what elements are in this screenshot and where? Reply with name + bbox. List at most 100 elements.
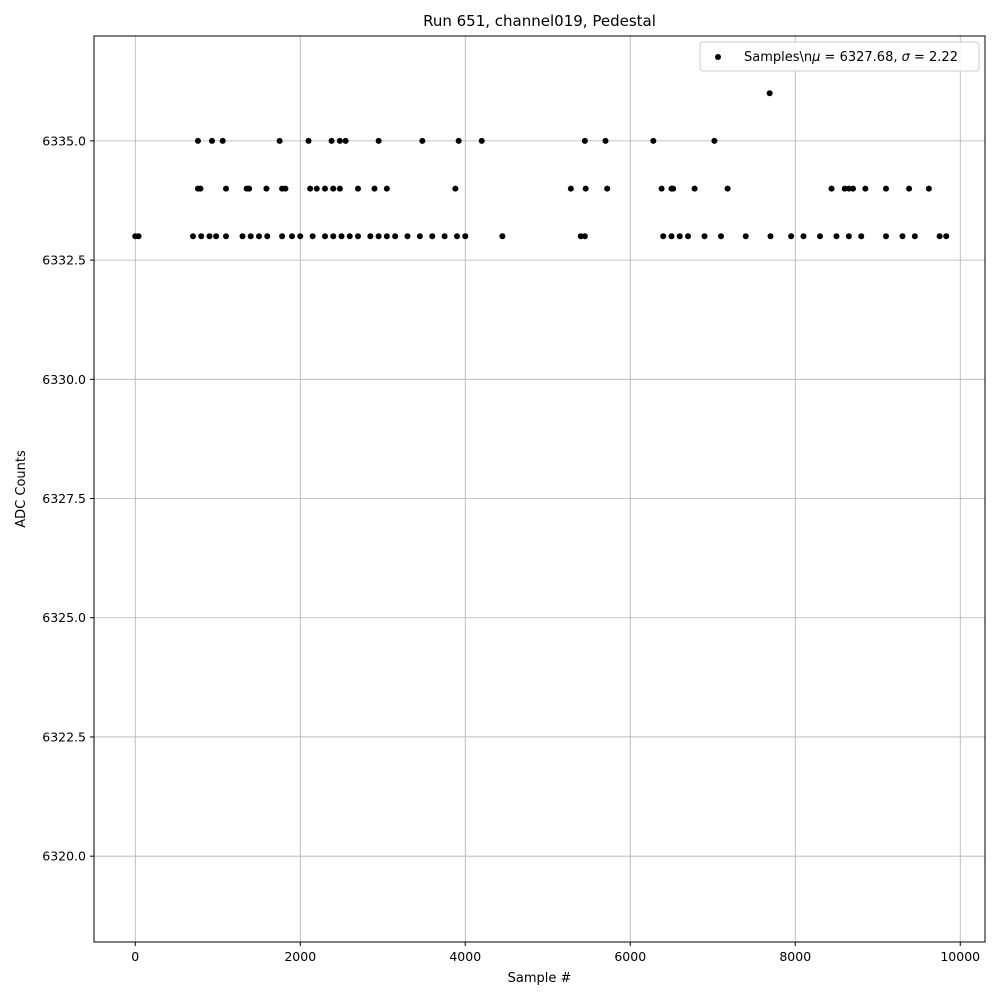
data-point xyxy=(800,233,807,240)
plot-frame xyxy=(93,35,986,943)
data-point xyxy=(581,233,588,240)
x-tick-label: 2000 xyxy=(284,949,316,964)
data-point xyxy=(264,233,271,240)
data-point xyxy=(767,233,774,240)
data-point xyxy=(429,233,436,240)
data-point xyxy=(685,233,691,240)
data-point xyxy=(602,137,609,144)
y-tick-label: 6335.0 xyxy=(42,133,86,148)
data-point xyxy=(828,185,835,192)
data-point xyxy=(925,185,932,192)
legend-entry: Samples\nμ = 6327.68, σ = 2.22 xyxy=(744,50,958,65)
data-point xyxy=(416,233,423,240)
data-point xyxy=(247,233,254,240)
x-tick-label: 8000 xyxy=(779,949,811,964)
data-point xyxy=(862,185,869,192)
legend: Samples\nμ = 6327.68, σ = 2.22 xyxy=(699,41,980,72)
x-axis-label: Sample # xyxy=(508,971,572,986)
data-point xyxy=(289,233,295,240)
data-point xyxy=(582,185,589,192)
data-point xyxy=(833,233,840,240)
x-tick-label: 4000 xyxy=(449,949,481,964)
data-point xyxy=(355,233,361,240)
data-point xyxy=(392,233,399,240)
data-point xyxy=(676,233,683,240)
data-point xyxy=(194,137,201,144)
data-point xyxy=(282,185,289,192)
data-point xyxy=(845,185,852,192)
data-point xyxy=(567,185,574,192)
data-point xyxy=(604,185,611,192)
data-point xyxy=(276,137,283,144)
data-point xyxy=(239,233,246,240)
data-point xyxy=(322,185,328,192)
data-point xyxy=(338,233,345,240)
data-point xyxy=(581,137,588,144)
data-point xyxy=(355,185,361,192)
data-point xyxy=(208,137,215,144)
data-point xyxy=(256,233,262,240)
x-tick-label: 0 xyxy=(131,949,139,964)
data-point xyxy=(419,137,426,144)
data-point xyxy=(330,233,337,240)
data-point xyxy=(911,233,918,240)
y-tick-label: 6330.0 xyxy=(42,372,86,387)
data-point xyxy=(383,185,390,192)
data-point xyxy=(305,137,312,144)
data-point xyxy=(691,185,698,192)
data-point xyxy=(336,137,343,144)
data-point xyxy=(336,185,343,192)
chart-title: Run 651, channel019, Pedestal xyxy=(423,12,656,30)
data-point xyxy=(718,233,724,240)
data-point xyxy=(219,137,226,144)
data-point xyxy=(906,185,913,192)
data-point xyxy=(367,233,374,240)
data-point xyxy=(328,137,335,144)
data-point xyxy=(455,137,462,144)
data-point xyxy=(817,233,823,240)
data-point xyxy=(441,233,448,240)
data-point xyxy=(213,233,220,240)
data-point xyxy=(577,233,584,240)
data-point xyxy=(309,233,316,240)
data-point xyxy=(223,185,229,192)
data-point xyxy=(668,233,675,240)
data-point xyxy=(206,233,213,240)
data-point xyxy=(371,185,378,192)
data-point xyxy=(307,185,314,192)
data-point xyxy=(404,233,411,240)
data-point xyxy=(375,233,382,240)
data-point xyxy=(346,233,353,240)
x-tick-label: 6000 xyxy=(614,949,646,964)
axis-ticks: 0 2000 4000 6000 8000 10000 6320.0 6322.5 6325.0… xyxy=(42,133,980,964)
data-point xyxy=(499,233,506,240)
data-point xyxy=(190,233,196,240)
data-point xyxy=(297,233,304,240)
data-point xyxy=(899,233,906,240)
data-point xyxy=(883,233,889,240)
data-point xyxy=(313,185,320,192)
data-point xyxy=(742,233,749,240)
data-point xyxy=(858,233,865,240)
y-tick-label: 6320.0 xyxy=(42,849,86,864)
data-point xyxy=(650,137,657,144)
data-points xyxy=(132,90,950,240)
grid xyxy=(94,36,985,942)
data-point xyxy=(383,233,390,240)
data-point xyxy=(936,233,943,240)
legend-marker xyxy=(715,54,721,60)
data-point xyxy=(246,185,253,192)
data-point xyxy=(670,185,677,192)
y-tick-label: 6322.5 xyxy=(42,729,86,744)
data-point xyxy=(263,185,270,192)
data-point xyxy=(198,233,205,240)
data-point xyxy=(841,185,848,192)
data-point xyxy=(342,137,349,144)
legend-box xyxy=(699,41,980,72)
y-tick-label: 6325.0 xyxy=(42,610,86,625)
data-point xyxy=(845,233,852,240)
data-point xyxy=(766,90,773,97)
data-point xyxy=(330,185,337,192)
